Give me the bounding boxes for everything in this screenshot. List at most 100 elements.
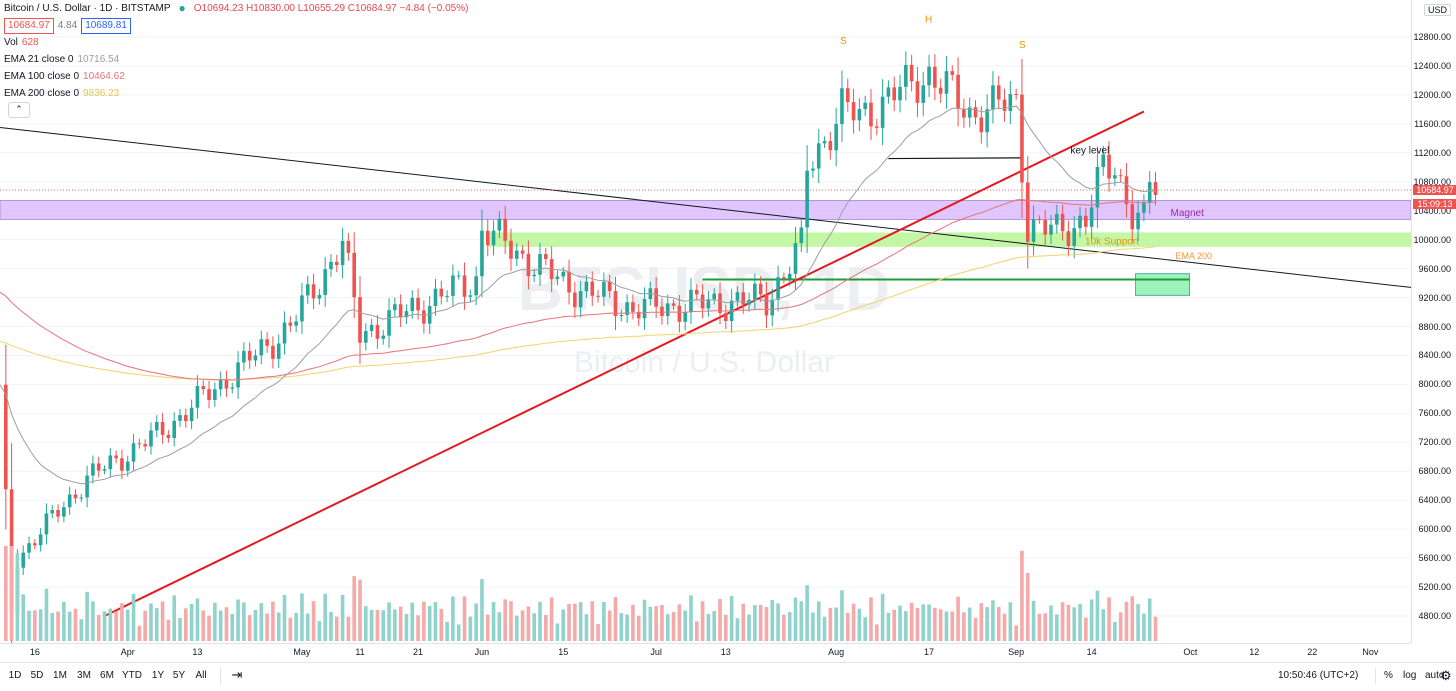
candle-body bbox=[247, 350, 252, 361]
candle-body bbox=[305, 284, 310, 296]
volume-bar bbox=[288, 617, 293, 641]
volume-bar bbox=[497, 612, 502, 641]
candle-body bbox=[451, 275, 455, 296]
candle-body bbox=[613, 291, 618, 317]
candle-body bbox=[503, 218, 507, 241]
price-tick-label: 11600.00 bbox=[1414, 118, 1451, 129]
volume-bar bbox=[474, 603, 478, 641]
volume-bar bbox=[189, 603, 194, 641]
bottom-toolbar: 1D 5D 1M 3M 6M YTD 1Y 5Y All ⇥ 10:50:46 (UTC+2) … bbox=[0, 662, 1456, 691]
volume-bar bbox=[218, 610, 223, 641]
gear-icon[interactable]: ⚙ bbox=[1440, 668, 1452, 683]
volume-bar bbox=[776, 603, 780, 641]
candle-body bbox=[1020, 94, 1024, 183]
range-button-1m[interactable]: 1M bbox=[53, 670, 67, 681]
candle-body bbox=[520, 250, 525, 254]
candle-body bbox=[96, 463, 101, 471]
volume-bar bbox=[1043, 613, 1047, 641]
range-button-5d[interactable]: 5D bbox=[30, 670, 44, 681]
candle-body bbox=[422, 310, 426, 324]
candle-body bbox=[271, 345, 275, 359]
volume-bar bbox=[602, 601, 606, 641]
candle-body bbox=[1054, 213, 1059, 225]
chart-legend: Bitcoin / U.S. Dollar · 1D · BITSTAMP ● … bbox=[0, 0, 468, 118]
candle-body bbox=[352, 252, 357, 298]
volume-bar bbox=[154, 608, 159, 641]
currency-button[interactable]: USD bbox=[1423, 4, 1451, 16]
ema200-legend[interactable]: EMA 200 close 0 9836.23 bbox=[0, 85, 468, 102]
candle-body bbox=[201, 386, 206, 390]
ema21-legend[interactable]: EMA 21 close 0 10716.54 bbox=[0, 51, 468, 68]
candle-body bbox=[642, 298, 647, 319]
range-button-5y[interactable]: 5Y bbox=[172, 670, 186, 681]
range-button-1y[interactable]: 1Y bbox=[151, 670, 165, 681]
candle-body bbox=[62, 507, 66, 517]
range-button-3m[interactable]: 3M bbox=[77, 670, 91, 681]
volume-legend[interactable]: Vol 628 bbox=[0, 34, 468, 51]
range-button-1d[interactable]: 1D bbox=[8, 670, 22, 681]
volume-bar bbox=[329, 611, 333, 641]
volume-bar bbox=[956, 596, 960, 641]
candle-body bbox=[381, 335, 386, 339]
volume-bar bbox=[96, 614, 101, 641]
volume-bar bbox=[468, 616, 473, 641]
price-scale[interactable]: USD 12800.00 12400.00 12000.00 11600.00 1120… bbox=[1411, 0, 1456, 643]
candle-body bbox=[509, 240, 513, 259]
volume-bar bbox=[944, 611, 949, 641]
candle-body bbox=[288, 322, 293, 326]
chevron-up-icon[interactable]: ⌃ bbox=[8, 102, 30, 118]
sell-price-button[interactable]: 10684.97 bbox=[4, 17, 54, 34]
range-button-6m[interactable]: 6M bbox=[100, 670, 114, 681]
percent-toggle[interactable]: % bbox=[1384, 670, 1393, 681]
price-tick-label: 9200.00 bbox=[1418, 292, 1451, 303]
volume-bar bbox=[125, 609, 130, 641]
volume-bar bbox=[375, 610, 380, 641]
volume-bar bbox=[915, 607, 920, 641]
volume-bar bbox=[729, 595, 734, 641]
candle-body bbox=[1130, 204, 1135, 230]
calendar-goto-icon[interactable]: ⇥ bbox=[231, 667, 243, 682]
candle-body bbox=[21, 552, 26, 568]
volume-bar bbox=[56, 611, 60, 641]
clock-display[interactable]: 10:50:46 (UTC+2) bbox=[1278, 670, 1359, 681]
volume-bar bbox=[811, 612, 815, 641]
candle-body bbox=[706, 299, 711, 309]
candle-body bbox=[1066, 231, 1071, 246]
candle-body bbox=[56, 509, 60, 517]
volume-bar bbox=[334, 616, 339, 641]
range-button-all[interactable]: All bbox=[195, 670, 207, 681]
time-tick-label: Jun bbox=[474, 647, 490, 657]
toolbar-separator bbox=[1375, 668, 1376, 684]
volume-bar bbox=[764, 607, 769, 641]
volume-bar bbox=[27, 610, 31, 641]
volume-bar bbox=[619, 613, 624, 641]
candle-body bbox=[677, 305, 682, 322]
buy-price-button[interactable]: 10689.81 bbox=[81, 17, 131, 34]
volume-bar bbox=[195, 598, 200, 641]
candle-body bbox=[1060, 213, 1065, 232]
log-toggle[interactable]: log bbox=[1403, 670, 1417, 681]
auto-toggle[interactable]: auto bbox=[1425, 670, 1445, 681]
volume-bar bbox=[1025, 573, 1030, 641]
candle-body bbox=[1049, 224, 1053, 235]
volume-bar bbox=[1130, 596, 1135, 641]
symbol-title[interactable]: Bitcoin / U.S. Dollar · 1D · BITSTAMP bbox=[4, 3, 171, 14]
volume-bar bbox=[149, 603, 153, 641]
candle-body bbox=[793, 243, 798, 274]
volume-bar bbox=[816, 601, 821, 641]
volume-bar bbox=[265, 613, 269, 641]
candle-body bbox=[27, 543, 31, 553]
volume-bar bbox=[973, 617, 978, 641]
time-scale[interactable]: 16 Apr 13 May 11 21 Jun 15 Jul 13 Aug 17 Sep 14 Oct 12 2… bbox=[0, 643, 1411, 662]
volume-bar bbox=[323, 593, 327, 641]
time-tick-label: Jul bbox=[650, 647, 662, 657]
price-tick-label: 9600.00 bbox=[1418, 263, 1451, 274]
candle-body bbox=[950, 71, 955, 75]
volume-bar bbox=[863, 617, 867, 641]
candle-body bbox=[480, 230, 484, 277]
range-button-ytd[interactable]: YTD bbox=[122, 670, 142, 681]
volume-bar bbox=[578, 602, 583, 641]
ema100-legend[interactable]: EMA 100 close 0 10464.62 bbox=[0, 68, 468, 85]
